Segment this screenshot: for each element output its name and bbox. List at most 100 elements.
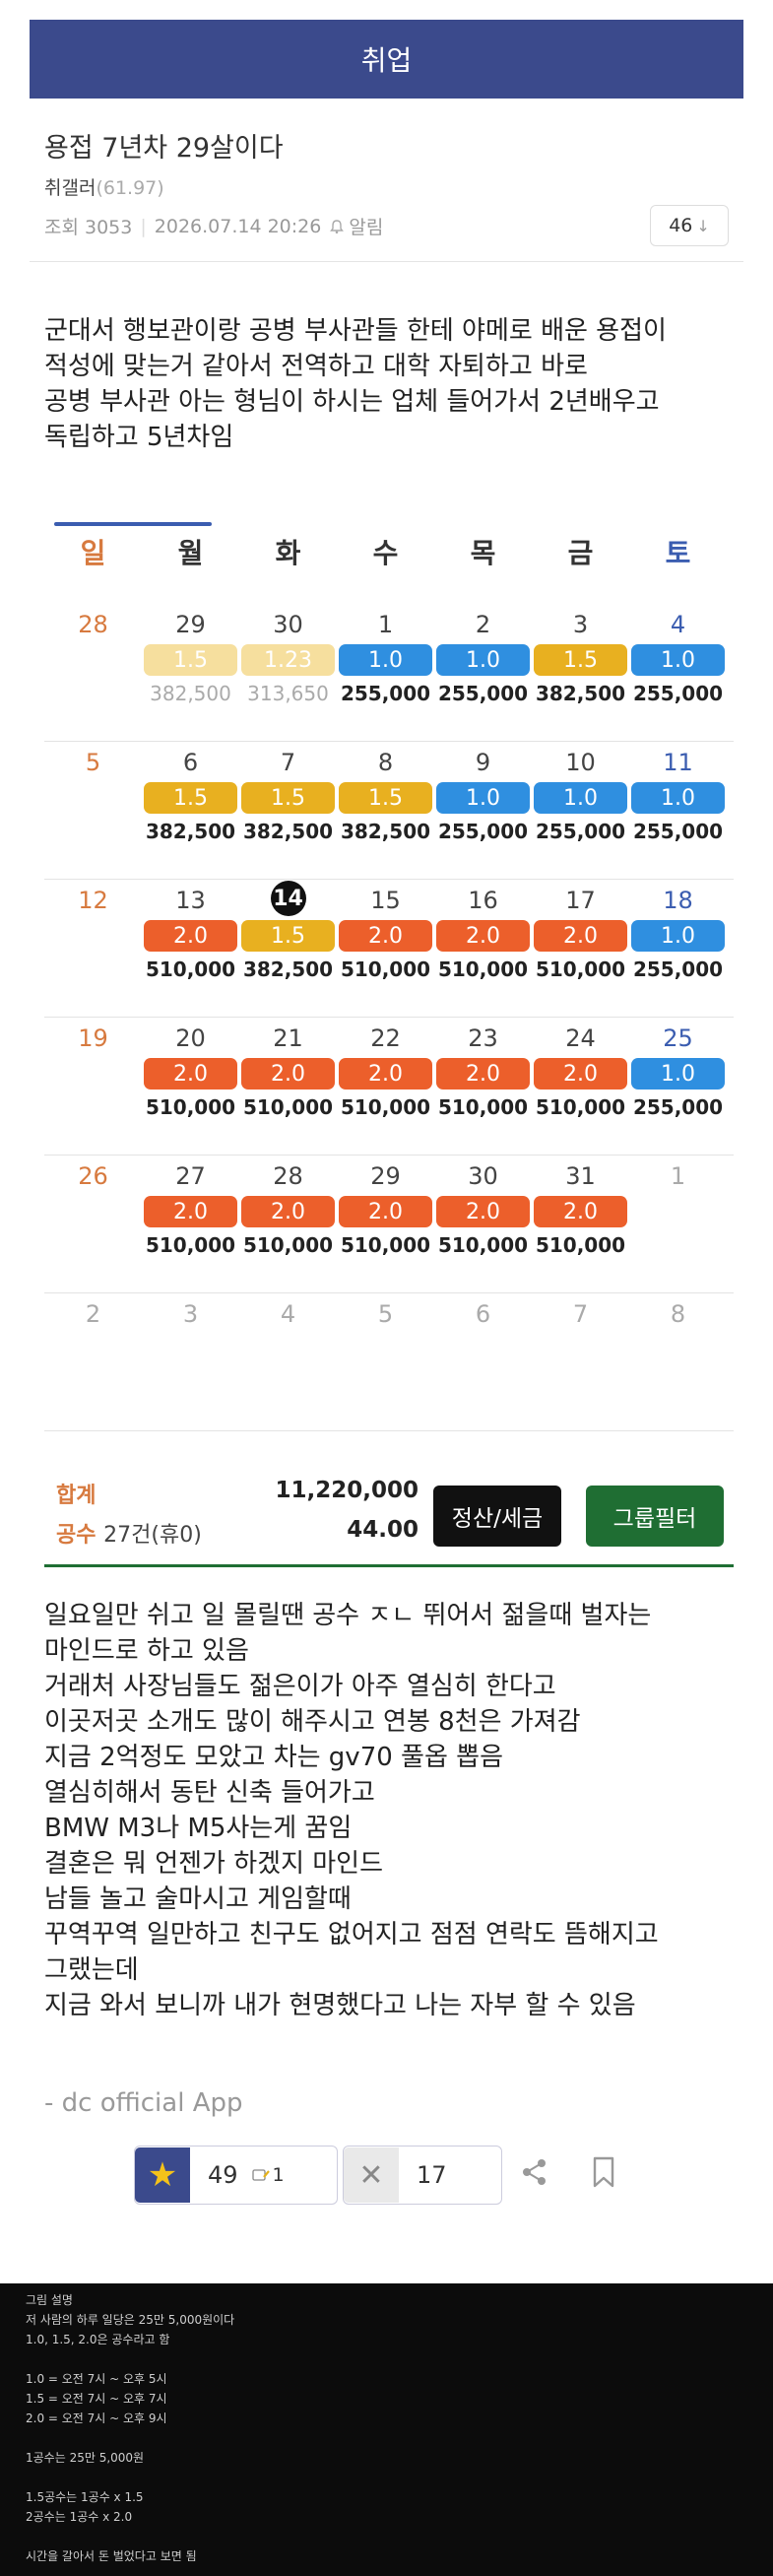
day-date[interactable]: 6: [475, 1300, 491, 1328]
day-amount: 510,000: [535, 1233, 626, 1257]
gongsu-badge: 2.0: [436, 1196, 530, 1227]
day-date[interactable]: 27: [175, 1162, 206, 1190]
day-date[interactable]: 8: [377, 749, 394, 776]
board-header[interactable]: 취업: [30, 20, 743, 99]
day-date[interactable]: 4: [670, 611, 686, 638]
day-date[interactable]: 8: [670, 1300, 686, 1328]
week-divider: [44, 1155, 734, 1156]
share-icon[interactable]: [520, 2157, 549, 2195]
sunday-date[interactable]: 5: [85, 749, 101, 776]
day-date[interactable]: 9: [475, 749, 491, 776]
day-date[interactable]: 30: [273, 611, 303, 638]
day-date[interactable]: 16: [468, 887, 498, 914]
day-date[interactable]: 21: [273, 1024, 303, 1052]
day-date[interactable]: 29: [370, 1162, 401, 1190]
day-date[interactable]: 24: [565, 1024, 596, 1052]
sunday-date[interactable]: 28: [78, 611, 108, 638]
day-date[interactable]: 5: [377, 1300, 394, 1328]
body2-line: 일요일만 쉬고 일 몰릴땐 공수 ㅈㄴ 뛰어서 젊을때 벌자는: [44, 1601, 652, 1630]
day-date[interactable]: 1: [670, 1162, 686, 1190]
day-date[interactable]: 22: [370, 1024, 401, 1052]
recommend-count: 49: [208, 2161, 238, 2189]
bell-icon: [330, 219, 345, 233]
day-date[interactable]: 20: [175, 1024, 206, 1052]
day-amount: 382,500: [145, 820, 236, 843]
day-date[interactable]: 1: [377, 611, 394, 638]
day-date[interactable]: 13: [175, 887, 206, 914]
explanation-line: 2.0 = 오전 7시 ~ 오후 9시: [26, 2411, 167, 2425]
sunday-date[interactable]: 19: [78, 1024, 108, 1052]
gongsu-badge: 1.5: [241, 920, 335, 952]
day-date[interactable]: 31: [565, 1162, 596, 1190]
gongsu-badge: 2.0: [339, 920, 432, 952]
gongsu-badge: 2.0: [144, 1196, 237, 1227]
day-date[interactable]: 15: [370, 887, 401, 914]
day-amount: 255,000: [340, 682, 431, 705]
day-date[interactable]: 2: [475, 611, 491, 638]
day-date[interactable]: 25: [663, 1024, 693, 1052]
day-amount: 510,000: [535, 1095, 626, 1119]
recommend-box[interactable]: ★ 49 1: [134, 2146, 338, 2205]
day-amount: 382,500: [242, 958, 334, 981]
body2-line: 지금 2억정도 모았고 차는 gv70 풀옵 뽑음: [44, 1743, 503, 1772]
body2-line: 그랬는데: [44, 1955, 139, 1985]
day-amount: 510,000: [145, 1095, 236, 1119]
total-label: 합계: [56, 1484, 97, 1508]
day-amount: 255,000: [632, 820, 724, 843]
gongsu-badge: 1.5: [144, 782, 237, 814]
sunday-date[interactable]: 2: [85, 1300, 101, 1328]
gongsu-badge: 2.0: [436, 920, 530, 952]
day-date[interactable]: 3: [182, 1300, 199, 1328]
star-icon: ★: [135, 2147, 190, 2203]
explanation-panel: [0, 2283, 773, 2576]
day-date[interactable]: 17: [565, 887, 596, 914]
explanation-line: [26, 2349, 234, 2369]
day-date[interactable]: 18: [663, 887, 693, 914]
body1-line: 적성에 맞는거 같아서 전역하고 대학 자퇴하고 바로: [44, 352, 588, 381]
explanation-line: 1.0 = 오전 7시 ~ 오후 5시: [26, 2372, 167, 2386]
gongsu-badge: 1.0: [631, 782, 725, 814]
day-date[interactable]: 29: [175, 611, 206, 638]
day-date[interactable]: 6: [182, 749, 199, 776]
alert-button[interactable]: 알림: [329, 213, 383, 239]
body2-line: 남들 놀고 술마시고 게임할때: [44, 1884, 352, 1914]
day-date[interactable]: 30: [468, 1162, 498, 1190]
day-date-today[interactable]: 14: [241, 881, 335, 916]
day-date[interactable]: 3: [572, 611, 589, 638]
bookmark-icon[interactable]: [591, 2155, 616, 2193]
day-date[interactable]: 23: [468, 1024, 498, 1052]
view-count: 조회 3053: [44, 217, 133, 238]
body2-line: 마인드로 하고 있음: [44, 1636, 249, 1666]
day-date[interactable]: 7: [280, 749, 296, 776]
settle-tax-button[interactable]: 정산/세금: [433, 1486, 561, 1547]
work-calendar: 일 월 화 수 목 금 토 28 29 1.5 382,500 30 1.23 313,650 1 1.0 25…: [44, 522, 734, 1586]
day-date[interactable]: 7: [572, 1300, 589, 1328]
unrecommend-box[interactable]: ✕ 17: [343, 2146, 502, 2205]
body2-line: 거래처 사장님들도 젊은이가 아주 열심히 한다고: [44, 1672, 556, 1701]
post-meta: 조회 3053 | 2026.07.14 20:26 알림: [44, 213, 383, 239]
day-date[interactable]: 28: [273, 1162, 303, 1190]
day-amount: 255,000: [437, 682, 529, 705]
day-date[interactable]: 10: [565, 749, 596, 776]
gongsu-badge: 2.0: [534, 920, 627, 952]
sunday-date[interactable]: 26: [78, 1162, 108, 1190]
body2-line: 꾸역꾸역 일만하고 친구도 없어지고 점점 연락도 뜸해지고: [44, 1920, 659, 1949]
day-date[interactable]: 11: [663, 749, 693, 776]
body2-line: 이곳저곳 소개도 많이 해주시고 연봉 8천은 가져감: [44, 1707, 581, 1737]
day-amount: 255,000: [632, 1095, 724, 1119]
day-amount: 510,000: [340, 1233, 431, 1257]
comment-count-button[interactable]: 46 ↓: [650, 205, 729, 246]
sunday-date[interactable]: 12: [78, 887, 108, 914]
day-amount: 382,500: [535, 682, 626, 705]
gongsu-badge: 2.0: [339, 1196, 432, 1227]
group-filter-button[interactable]: 그룹필터: [586, 1486, 724, 1547]
gongsu-badge: 1.0: [339, 644, 432, 676]
author[interactable]: 취갤러(61.97): [44, 173, 164, 200]
gongsu-badge: 2.0: [241, 1196, 335, 1227]
day-date[interactable]: 4: [280, 1300, 296, 1328]
gongsu-badge: 2.0: [241, 1058, 335, 1090]
fix-recommend-icon: [251, 2169, 270, 2181]
body2-line: BMW M3나 M5사는게 꿈임: [44, 1814, 353, 1843]
board-title: 취업: [360, 44, 413, 77]
gongsu-detail: 27건(휴0): [103, 1523, 202, 1548]
